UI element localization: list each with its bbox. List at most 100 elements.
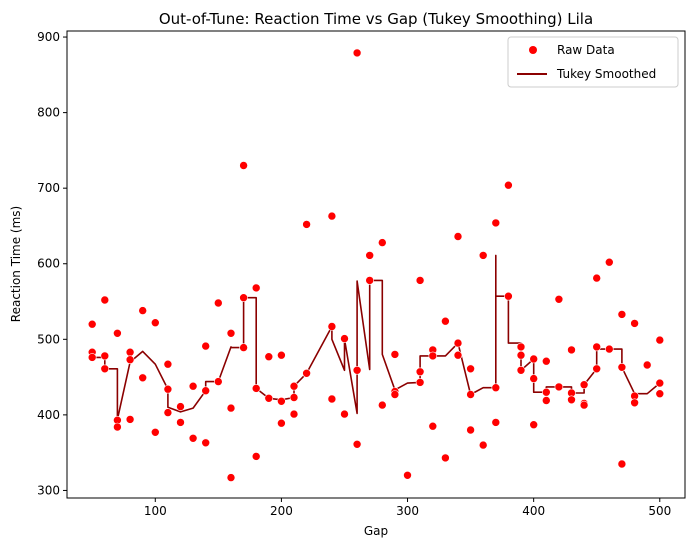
data-point [617, 310, 627, 319]
data-point [100, 364, 110, 374]
raw-data-series [87, 48, 665, 482]
data-point [251, 283, 261, 293]
x-axis: 100 200 300 400 500 [144, 498, 671, 518]
data-point [327, 211, 337, 221]
data-point [201, 341, 210, 351]
data-point [377, 400, 387, 410]
data-point [163, 384, 173, 394]
data-point [151, 318, 160, 328]
data-point [655, 389, 665, 399]
data-point [289, 409, 299, 419]
data-point [125, 415, 135, 424]
data-point [466, 390, 475, 399]
data-point [214, 377, 223, 386]
data-point [251, 384, 261, 393]
data-point [529, 354, 539, 364]
data-point [617, 362, 627, 372]
data-point [163, 408, 173, 417]
data-point [579, 380, 589, 390]
data-point [87, 319, 97, 329]
data-point [579, 400, 589, 410]
y-axis-label: Reaction Time (ms) [9, 206, 23, 322]
plot-frame [66, 30, 686, 499]
data-point [466, 425, 475, 435]
plot-area [87, 48, 665, 482]
data-point [264, 352, 274, 362]
data-point [541, 396, 551, 405]
y-tick-label: 400 [37, 408, 60, 422]
x-tick-label: 400 [522, 504, 545, 518]
data-point [188, 381, 198, 391]
data-point [302, 368, 311, 378]
x-tick-label: 500 [648, 504, 671, 518]
data-point [592, 342, 602, 352]
data-point [491, 418, 501, 427]
data-point [289, 381, 299, 391]
legend: Raw Data Tukey Smoothed [507, 36, 679, 88]
y-tick-label: 500 [37, 332, 60, 346]
data-point [428, 421, 438, 431]
data-point [478, 251, 488, 260]
data-point [453, 232, 463, 241]
data-point [87, 353, 97, 362]
data-point [415, 276, 425, 285]
data-point [504, 291, 513, 301]
legend-box [507, 36, 679, 88]
data-point [214, 298, 223, 308]
data-point [302, 220, 311, 229]
data-point [327, 394, 337, 404]
data-point [264, 393, 274, 403]
data-point [365, 251, 375, 260]
chart-title: Out-of-Tune: Reaction Time vs Gap (Tukey… [159, 10, 593, 28]
data-point [226, 473, 236, 482]
data-point [277, 418, 286, 428]
data-point [390, 390, 400, 399]
data-point [239, 161, 248, 170]
data-point [352, 439, 362, 449]
data-point [592, 273, 602, 283]
data-point [251, 452, 261, 461]
data-point [655, 378, 665, 388]
y-axis: 300 400 500 600 700 800 900 [37, 30, 67, 497]
data-point [277, 350, 286, 360]
data-point [226, 328, 236, 338]
data-point [655, 335, 665, 345]
data-point [138, 306, 147, 315]
data-point [491, 218, 501, 228]
data-point [352, 365, 362, 375]
data-point [516, 365, 526, 375]
data-point [604, 344, 614, 354]
legend-raw-label: Raw Data [557, 43, 615, 57]
data-point [327, 322, 337, 331]
data-point [352, 48, 362, 58]
data-point [239, 343, 248, 352]
data-point [289, 393, 299, 402]
data-point [340, 334, 349, 343]
data-point [403, 470, 412, 480]
data-point [415, 378, 425, 387]
data-point [441, 316, 450, 326]
data-point [176, 418, 185, 427]
data-point [125, 355, 135, 365]
legend-raw-marker [529, 46, 537, 54]
x-tick-label: 300 [396, 504, 419, 518]
data-point [163, 359, 173, 369]
data-point [377, 238, 387, 247]
data-point [340, 409, 349, 419]
data-point [201, 438, 210, 448]
data-point [151, 427, 160, 437]
data-point [100, 351, 110, 361]
y-tick-label: 600 [37, 257, 60, 271]
y-tick-label: 300 [37, 483, 60, 497]
data-point [226, 403, 236, 413]
data-point [125, 347, 135, 357]
data-point [365, 276, 375, 285]
data-point [592, 364, 602, 374]
data-point [617, 459, 627, 469]
data-point [453, 350, 463, 360]
data-point [541, 356, 551, 366]
data-point [541, 387, 551, 397]
data-point [113, 328, 122, 338]
